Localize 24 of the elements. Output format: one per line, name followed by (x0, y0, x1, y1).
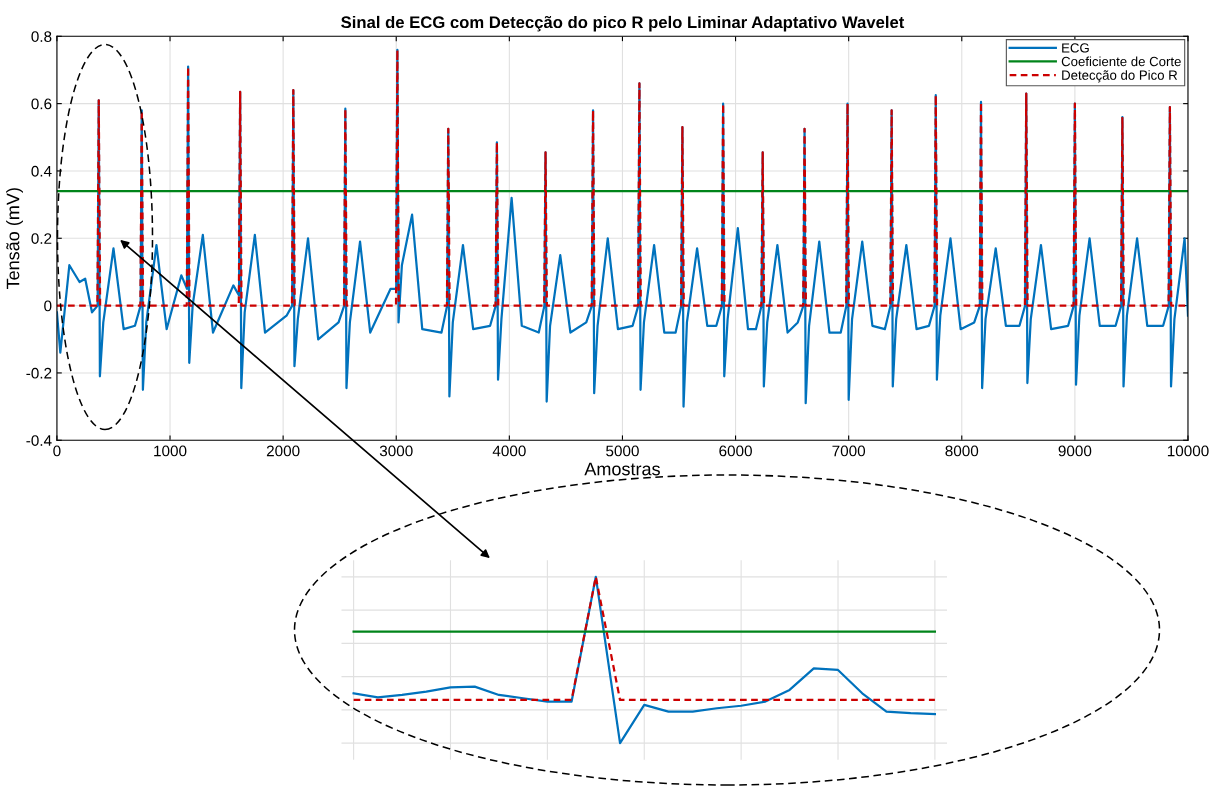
x-tick-label: 0 (53, 445, 61, 457)
x-axis-title: Amostras (584, 462, 660, 476)
y-tick-label: -0.2 (26, 367, 52, 379)
y-tick-label: 0.8 (31, 31, 52, 42)
x-tick-label: 6000 (719, 445, 752, 457)
y-tick-label: 0.6 (31, 98, 52, 110)
y-tick-label: -0.4 (26, 435, 52, 446)
x-tick-label: 2000 (266, 445, 300, 457)
y-tick-label: 0 (44, 300, 52, 312)
x-tick-label: 9000 (1058, 445, 1092, 457)
y-tick-label: 0.4 (31, 165, 52, 177)
x-tick-label: 7000 (832, 445, 866, 457)
x-tick-label: 1000 (154, 445, 187, 457)
x-tick-label: 5000 (606, 445, 639, 457)
x-tick-label: 10000 (1167, 445, 1209, 457)
chart-title: Sinal de ECG com Detecção do pico R pelo Liminar Adaptativo Wavelet (341, 15, 905, 32)
x-tick-label: 4000 (492, 445, 526, 457)
y-tick-label: 0.2 (31, 233, 52, 244)
legend-label: Detecção do Pico R (1062, 70, 1178, 83)
x-tick-label: 3000 (379, 445, 413, 457)
x-tick-label: 8000 (945, 445, 979, 457)
legend-label: Coeficiente de Corte (1061, 56, 1181, 67)
legend-label: ECG (1062, 43, 1089, 53)
y-axis-title: Tensão (mV) (6, 188, 23, 290)
